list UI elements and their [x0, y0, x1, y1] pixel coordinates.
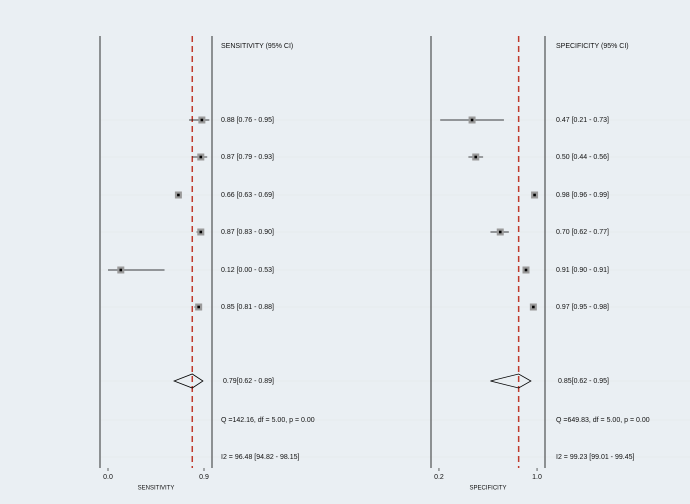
study-point — [474, 155, 478, 159]
study-label: 0.98 [0.96 - 0.99] — [556, 192, 609, 199]
study-point — [177, 193, 180, 197]
study-point — [119, 268, 123, 272]
study-point — [532, 305, 535, 309]
study-point — [199, 155, 203, 159]
pooled-diamond — [173, 373, 204, 389]
study-label: 0.87 [0.79 - 0.93] — [221, 154, 274, 161]
study-point — [197, 305, 200, 309]
pooled-diamond — [490, 373, 532, 389]
study-point — [470, 118, 474, 122]
column-title: SPECIFICITY (95% CI) — [556, 43, 629, 50]
x-tick-label: 0.0 — [103, 474, 113, 481]
study-label: 0.88 [0.76 - 0.95] — [221, 117, 274, 124]
i2-label: I2 = 96.48 [94.82 - 98.15] — [221, 454, 299, 461]
study-label: 0.85 [0.81 - 0.88] — [221, 304, 274, 311]
study-label: 0.97 [0.95 - 0.98] — [556, 304, 609, 311]
i2-label: I2 = 99.23 [99.01 - 99.45] — [556, 454, 634, 461]
study-label: 0.50 [0.44 - 0.56] — [556, 154, 609, 161]
study-label: 0.47 [0.21 - 0.73] — [556, 117, 609, 124]
study-label: 0.12 [0.00 - 0.53] — [221, 267, 274, 274]
study-label: 0.70 [0.62 - 0.77] — [556, 229, 609, 236]
x-tick-label: 1.0 — [532, 474, 542, 481]
study-label: 0.66 [0.63 - 0.69] — [221, 192, 274, 199]
q-label: Q =142.16, df = 5.00, p = 0.00 — [221, 417, 315, 424]
study-point — [498, 230, 502, 234]
x-tick-label: 0.9 — [199, 474, 209, 481]
study-point — [524, 268, 528, 272]
x-tick-label: 0.2 — [434, 474, 444, 481]
x-axis-label: SENSITIVITY — [138, 486, 175, 492]
x-axis-label: SPECIFICITY — [469, 486, 506, 492]
study-point — [200, 118, 204, 122]
study-point — [533, 193, 536, 197]
pooled-label: 0.85[0.62 - 0.95] — [558, 378, 609, 385]
study-label: 0.87 [0.83 - 0.90] — [221, 229, 274, 236]
q-label: Q =649.83, df = 5.00, p = 0.00 — [556, 417, 650, 424]
pooled-label: 0.79[0.62 - 0.89] — [223, 378, 274, 385]
study-point — [199, 230, 203, 234]
study-label: 0.91 [0.90 - 0.91] — [556, 267, 609, 274]
column-title: SENSITIVITY (95% CI) — [221, 43, 293, 50]
